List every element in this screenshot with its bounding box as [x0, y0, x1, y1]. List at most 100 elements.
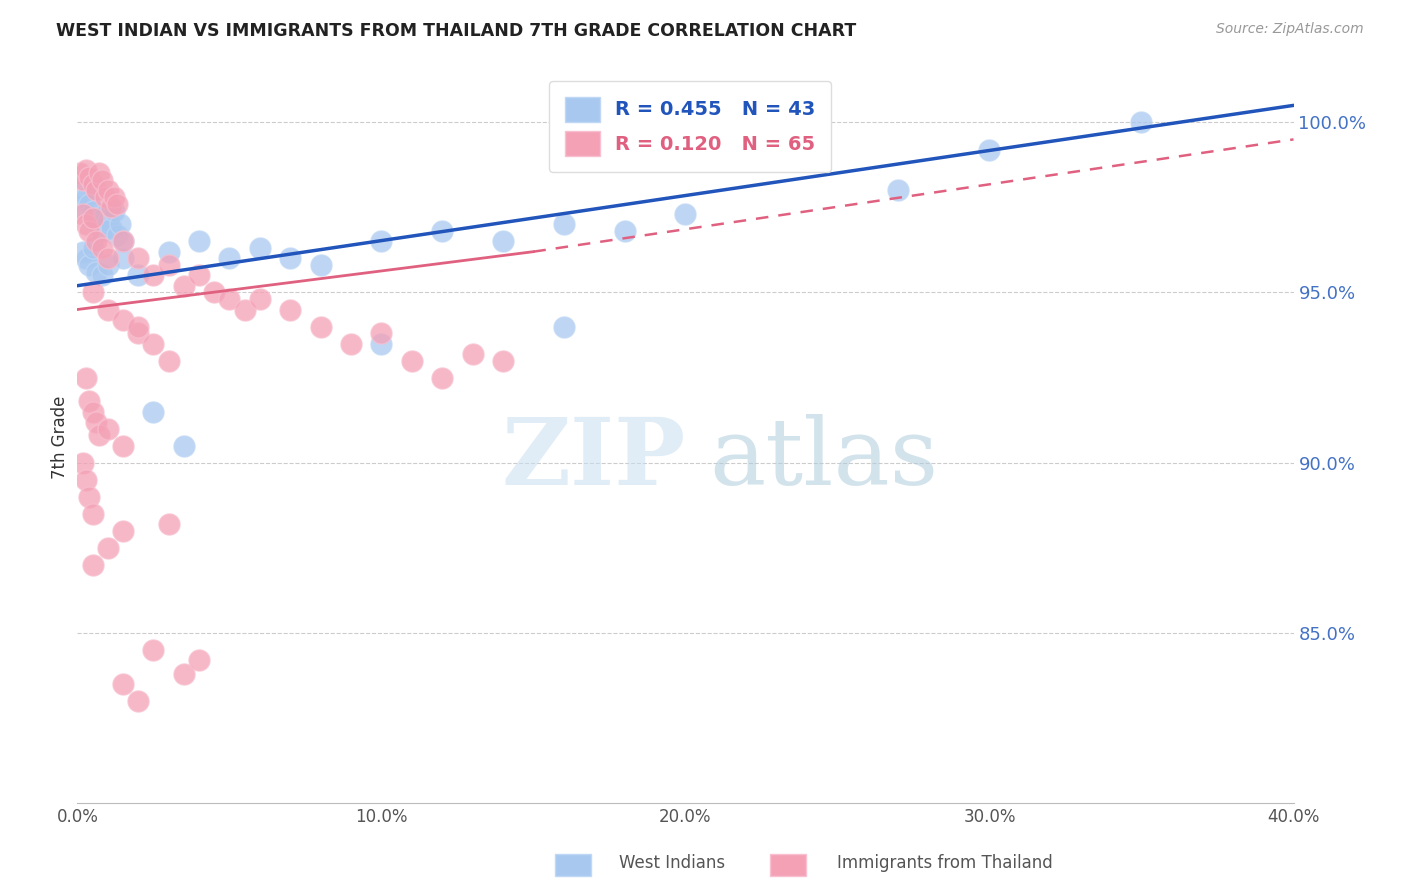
Point	[127, 252, 149, 266]
Point	[79, 394, 101, 409]
Point	[233, 302, 256, 317]
Point	[157, 516, 180, 531]
Point	[93, 207, 115, 221]
Point	[75, 370, 97, 384]
Point	[82, 211, 104, 225]
Point	[309, 258, 332, 272]
Text: ZIP: ZIP	[501, 414, 686, 504]
Point	[492, 235, 515, 249]
Point	[127, 694, 149, 708]
Point	[218, 252, 240, 266]
Point	[97, 541, 120, 555]
Point	[887, 183, 910, 197]
Point	[142, 336, 165, 351]
Point	[90, 241, 112, 255]
Point	[127, 319, 149, 334]
Point	[82, 203, 104, 218]
Point	[97, 214, 120, 228]
Point	[97, 258, 120, 272]
Point	[90, 173, 112, 187]
Point	[218, 293, 240, 307]
Point	[278, 302, 301, 317]
Point	[553, 218, 575, 232]
Point	[82, 558, 104, 572]
Point	[127, 268, 149, 283]
Text: WEST INDIAN VS IMMIGRANTS FROM THAILAND 7TH GRADE CORRELATION CHART: WEST INDIAN VS IMMIGRANTS FROM THAILAND …	[56, 22, 856, 40]
Point	[84, 235, 107, 249]
Point	[108, 218, 131, 232]
Point	[72, 244, 94, 259]
Point	[75, 163, 97, 178]
Point	[553, 319, 575, 334]
Point	[492, 353, 515, 368]
Point	[105, 227, 128, 242]
Point	[82, 241, 104, 255]
Point	[79, 490, 101, 504]
Point	[97, 183, 120, 197]
Point	[90, 224, 112, 238]
Point	[87, 166, 110, 180]
Point	[87, 428, 110, 442]
Point	[111, 439, 134, 453]
Point	[72, 456, 94, 470]
Point	[157, 258, 180, 272]
Point	[127, 326, 149, 341]
Point	[79, 224, 101, 238]
Text: Source: ZipAtlas.com: Source: ZipAtlas.com	[1216, 22, 1364, 37]
Point	[100, 201, 122, 215]
Point	[1130, 115, 1153, 129]
Point	[69, 166, 91, 180]
Text: West Indians: West Indians	[619, 855, 724, 872]
Point	[173, 439, 195, 453]
Point	[111, 235, 134, 249]
Point	[75, 473, 97, 487]
Point	[97, 302, 120, 317]
Point	[100, 220, 122, 235]
Point	[103, 190, 125, 204]
Point	[188, 268, 211, 283]
Point	[370, 336, 392, 351]
Point	[173, 666, 195, 681]
Point	[79, 258, 101, 272]
Point	[157, 244, 180, 259]
Point	[82, 177, 104, 191]
Point	[79, 169, 101, 184]
Point	[249, 293, 271, 307]
Point	[432, 370, 454, 384]
Point	[370, 235, 392, 249]
Legend: R = 0.455   N = 43, R = 0.120   N = 65: R = 0.455 N = 43, R = 0.120 N = 65	[550, 81, 831, 172]
Point	[105, 197, 128, 211]
Point	[84, 415, 107, 429]
Point	[461, 347, 484, 361]
Point	[90, 268, 112, 283]
Point	[97, 252, 120, 266]
Point	[111, 524, 134, 538]
Point	[111, 235, 134, 249]
Point	[75, 190, 97, 204]
Point	[72, 183, 94, 197]
Point	[675, 207, 697, 221]
Point	[979, 143, 1001, 157]
Point	[370, 326, 392, 341]
Point	[613, 224, 636, 238]
Point	[97, 421, 120, 435]
Point	[82, 404, 104, 418]
Point	[202, 285, 225, 300]
Point	[84, 211, 107, 225]
Point	[173, 278, 195, 293]
Point	[142, 404, 165, 418]
Point	[188, 235, 211, 249]
Point	[87, 218, 110, 232]
Point	[249, 241, 271, 255]
Point	[72, 207, 94, 221]
Point	[69, 201, 91, 215]
Text: atlas: atlas	[710, 414, 939, 504]
Point	[75, 252, 97, 266]
Point	[188, 653, 211, 667]
Point	[93, 190, 115, 204]
Point	[75, 218, 97, 232]
Point	[72, 173, 94, 187]
Point	[432, 224, 454, 238]
Text: Immigrants from Thailand: Immigrants from Thailand	[837, 855, 1052, 872]
Point	[103, 203, 125, 218]
